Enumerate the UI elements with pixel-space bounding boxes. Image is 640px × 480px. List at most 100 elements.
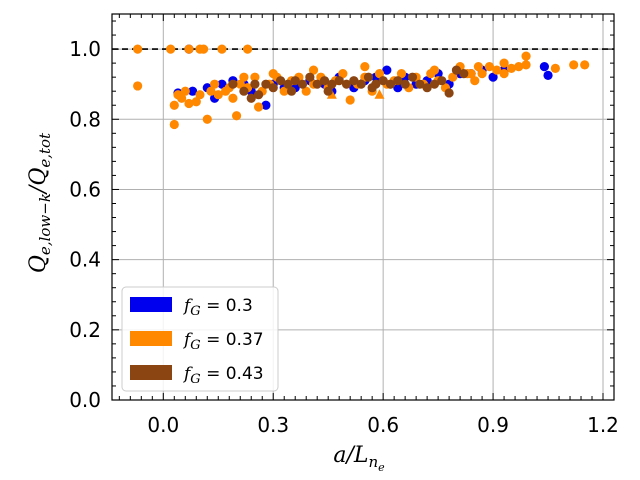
data-point [580, 60, 590, 70]
y-tick-label: 0.2 [69, 318, 101, 342]
data-point [429, 65, 440, 75]
x-tick-label: 0.0 [147, 413, 179, 437]
data-point [283, 79, 293, 89]
data-point [217, 44, 227, 54]
legend-swatch [130, 297, 172, 312]
data-point [521, 51, 531, 61]
data-point [448, 72, 458, 82]
data-point [422, 83, 432, 93]
data-point [437, 76, 447, 86]
data-point [173, 90, 183, 100]
data-point [169, 100, 179, 110]
data-point [261, 100, 271, 110]
data-point [429, 79, 440, 89]
data-point [286, 86, 297, 96]
data-point [323, 86, 333, 96]
data-point [400, 79, 410, 89]
x-axis-label: a/Lne [333, 443, 385, 474]
data-point [415, 79, 425, 89]
legend-label: fG = 0.43 [182, 364, 264, 387]
data-point [297, 79, 308, 89]
data-point [514, 62, 524, 72]
data-point [242, 44, 253, 54]
plot-frame [111, 13, 615, 401]
data-point [492, 65, 502, 75]
legend-swatch [130, 331, 172, 346]
data-point [250, 79, 260, 89]
data-point [539, 62, 549, 72]
data-point [213, 90, 223, 100]
data-point [393, 76, 403, 86]
data-point [466, 69, 476, 79]
series-f-g-0-43 [228, 65, 469, 103]
data-point [180, 86, 190, 96]
data-point [199, 44, 209, 54]
data-point [246, 93, 256, 103]
data-point [341, 79, 352, 89]
data-point [363, 72, 374, 82]
data-point [279, 86, 289, 96]
data-point [228, 93, 238, 103]
y-tick-label: 1.0 [69, 37, 101, 61]
data-point [477, 69, 487, 79]
data-point [253, 90, 264, 100]
data-point [327, 79, 337, 89]
data-point [488, 72, 498, 82]
legend: fG = 0.3 fG = 0.37 fG = 0.43 [121, 286, 279, 392]
data-point [253, 102, 264, 112]
data-point [499, 58, 509, 68]
data-point [374, 69, 385, 79]
legend-swatch [130, 365, 172, 380]
data-point [228, 79, 238, 89]
data-point [312, 79, 322, 89]
data-point [506, 63, 517, 73]
data-point [319, 76, 330, 86]
data-point [268, 83, 278, 93]
data-point [195, 90, 205, 100]
data-point [308, 65, 319, 75]
data-point [382, 65, 392, 75]
legend-label: fG = 0.3 [182, 296, 253, 319]
y-axis-label: Qe,low−k/Qe,tot [26, 132, 54, 273]
data-point [239, 72, 249, 82]
data-point [206, 86, 216, 96]
x-tick-label: 0.6 [367, 413, 399, 437]
axis-ticks [112, 14, 614, 401]
data-point [301, 86, 311, 96]
data-point [550, 63, 560, 73]
data-point [521, 60, 531, 70]
data-point [378, 76, 388, 86]
data-point [184, 98, 194, 109]
x-tick-label: 0.3 [257, 413, 289, 437]
data-points [133, 44, 590, 130]
data-point [484, 62, 495, 72]
data-point [367, 83, 377, 93]
data-point [184, 44, 194, 54]
data-point [290, 76, 300, 86]
data-point [166, 44, 176, 54]
y-tick-label: 0.6 [69, 177, 101, 201]
data-point [473, 62, 484, 72]
data-point [133, 44, 143, 54]
data-point [543, 70, 553, 81]
data-point [191, 97, 201, 107]
data-point [133, 81, 143, 91]
y-tick-label: 0.4 [69, 248, 101, 272]
data-point-triangle [374, 89, 385, 99]
data-point [334, 76, 344, 86]
x-tick-labels: 0.0 0.3 0.6 0.9 1.2 [147, 413, 619, 437]
data-point [360, 62, 370, 72]
x-tick-label: 0.9 [477, 413, 509, 437]
data-point [396, 69, 407, 79]
data-point [338, 69, 348, 79]
y-tick-labels: 0.0 0.2 0.4 0.6 0.8 1.0 [69, 37, 101, 412]
data-point [250, 72, 260, 82]
data-point [217, 79, 227, 89]
data-point [188, 86, 198, 96]
data-point [231, 111, 242, 121]
data-point [349, 76, 359, 86]
x-tick-label: 1.2 [587, 413, 619, 437]
data-point [275, 76, 286, 86]
data-point [470, 76, 480, 86]
